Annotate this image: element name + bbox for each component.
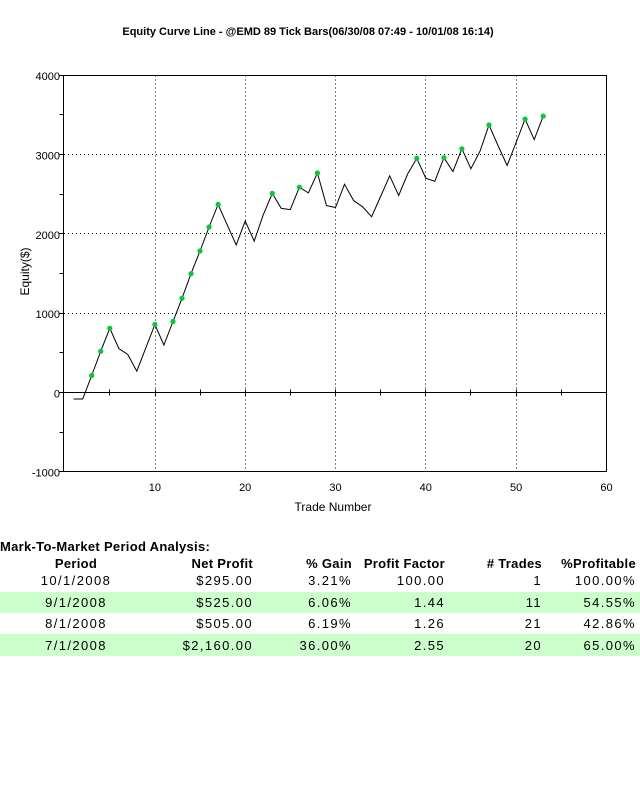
svg-text:0: 0: [54, 389, 60, 401]
svg-text:Trade Number: Trade Number: [295, 500, 372, 514]
svg-text:40: 40: [420, 482, 432, 494]
svg-text:3000: 3000: [36, 150, 60, 162]
svg-text:30: 30: [329, 482, 341, 494]
svg-text:2000: 2000: [36, 230, 60, 242]
svg-text:20: 20: [239, 482, 251, 494]
svg-text:1000: 1000: [36, 309, 60, 321]
svg-text:60: 60: [600, 482, 612, 494]
svg-text:Equity($): Equity($): [18, 247, 32, 295]
svg-text:50: 50: [510, 482, 522, 494]
svg-text:10: 10: [149, 482, 161, 494]
svg-text:-1000: -1000: [32, 468, 60, 480]
svg-text:Equity Curve Line - @EMD 89 Ti: Equity Curve Line - @EMD 89 Tick Bars(06…: [122, 26, 494, 38]
svg-text:4000: 4000: [36, 71, 60, 83]
